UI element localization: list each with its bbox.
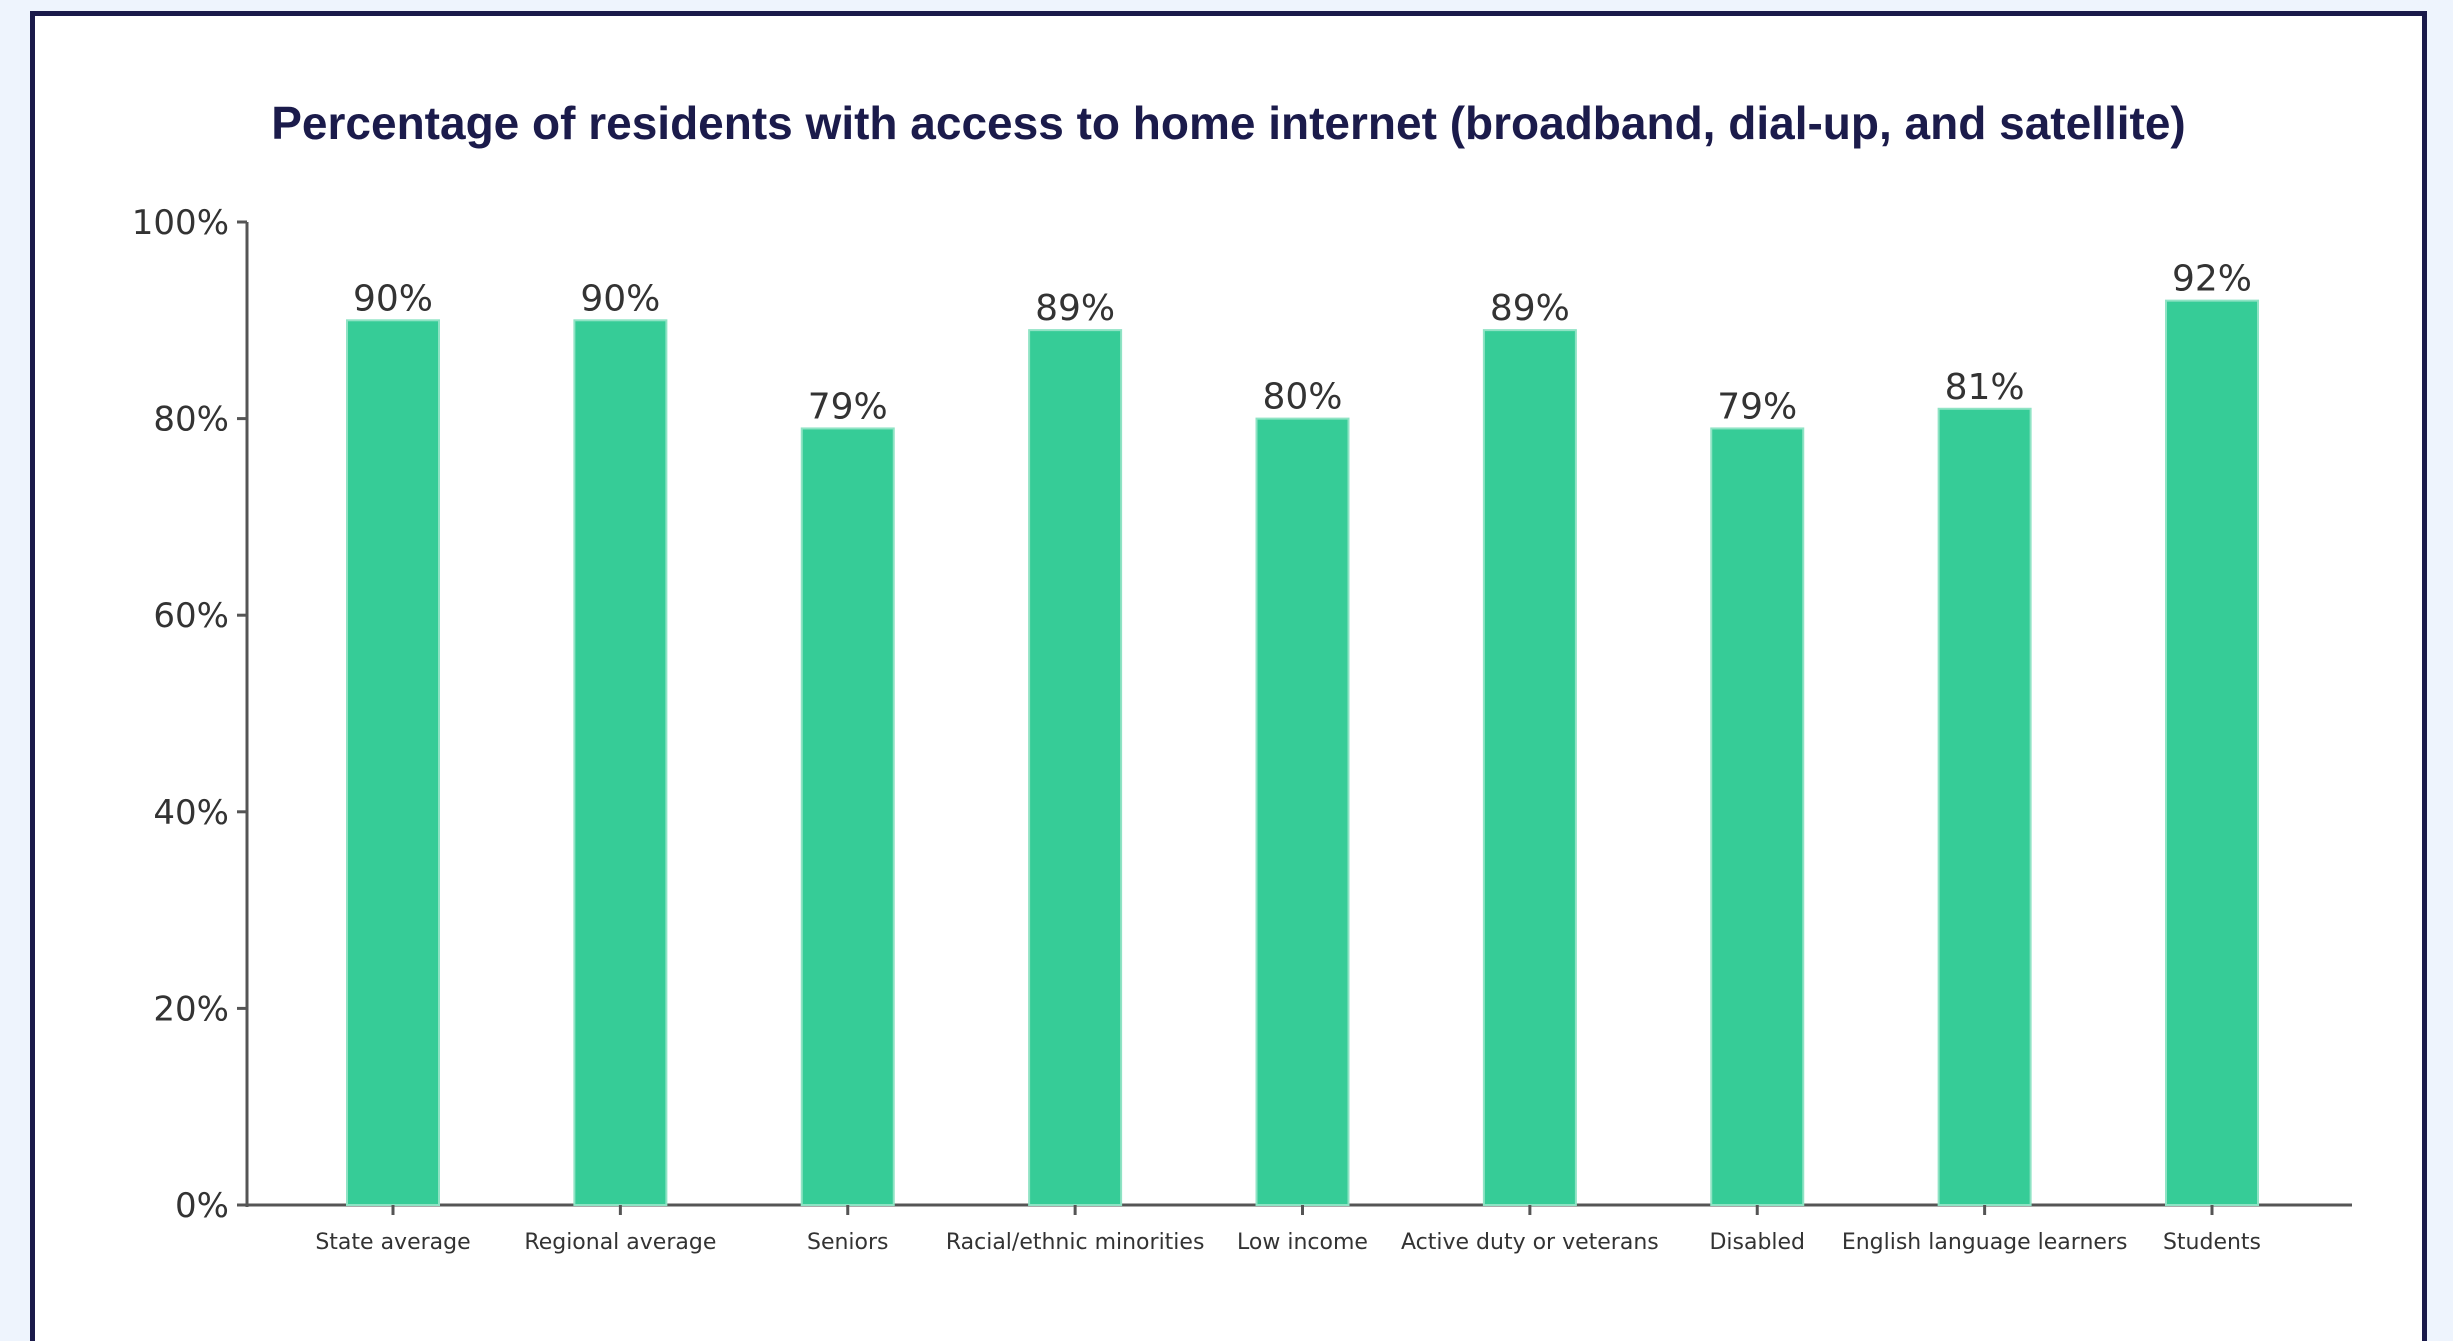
bar: [1028, 329, 1123, 1206]
x-tick-label: English language learners: [1842, 1230, 2128, 1255]
data-label: 89%: [1035, 288, 1115, 329]
data-label: 79%: [808, 386, 888, 427]
data-label: 81%: [1945, 367, 2025, 408]
bar: [1710, 427, 1805, 1206]
y-tick-label: 0%: [175, 1186, 229, 1226]
x-tick-label: Seniors: [807, 1230, 889, 1255]
chart-title: Percentage of residents with access to h…: [271, 97, 2186, 149]
x-tick-label: State average: [315, 1230, 470, 1255]
x-tick-label: Racial/ethnic minorities: [946, 1230, 1205, 1255]
y-tick-label: 100%: [132, 203, 229, 243]
y-tick-label: 20%: [153, 989, 229, 1029]
bar: [1482, 329, 1577, 1206]
data-label: 89%: [1490, 288, 1570, 329]
bar: [1255, 417, 1350, 1207]
y-tick-label: 40%: [153, 793, 229, 833]
bar: [346, 319, 440, 1206]
data-label: 80%: [1262, 377, 1342, 418]
data-label: 90%: [580, 278, 660, 319]
y-tick-label: 60%: [153, 596, 229, 636]
x-tick-label: Active duty or veterans: [1401, 1230, 1659, 1255]
x-tick-label: Disabled: [1709, 1230, 1805, 1255]
x-tick-label: Students: [2163, 1230, 2261, 1255]
data-label: 79%: [1717, 386, 1797, 427]
y-tick-label: 80%: [153, 400, 229, 440]
x-tick-label: Regional average: [524, 1230, 716, 1255]
bar: [800, 427, 895, 1206]
bar: [573, 319, 668, 1206]
bar: [1937, 407, 2032, 1206]
data-label: 90%: [353, 278, 433, 319]
data-label: 92%: [2172, 259, 2252, 300]
bar: [2165, 299, 2259, 1206]
x-tick-label: Low income: [1237, 1230, 1368, 1255]
